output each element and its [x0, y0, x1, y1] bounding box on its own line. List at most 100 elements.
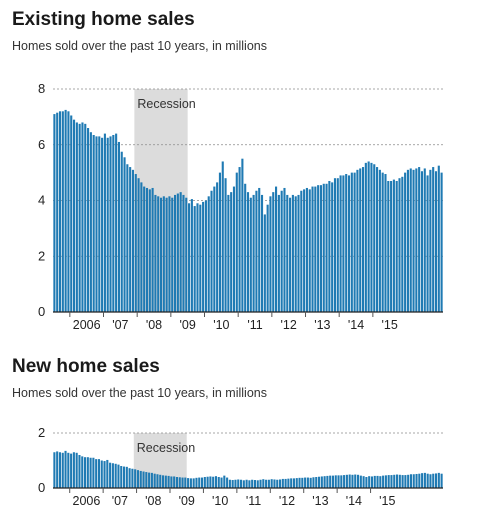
bar: [187, 478, 190, 488]
bar: [207, 196, 210, 312]
bar: [145, 472, 148, 488]
bar: [287, 478, 290, 488]
bar: [173, 476, 176, 488]
bar: [143, 186, 146, 312]
bar: [328, 180, 331, 312]
bar: [393, 474, 396, 488]
bar: [171, 197, 174, 312]
x-tick-label: '09: [180, 318, 196, 332]
bar: [210, 190, 213, 312]
bar: [154, 194, 157, 312]
bar: [370, 476, 374, 488]
bar: [170, 476, 173, 488]
bar: [390, 180, 393, 312]
bar: [56, 451, 59, 488]
existing-home-sales-chart: Existing home sales Homes sold over the …: [12, 9, 445, 332]
x-tick-label: '15: [379, 494, 395, 508]
bar: [354, 474, 357, 488]
x-tick-label: '14: [348, 318, 364, 332]
bar: [136, 470, 140, 488]
bar: [223, 475, 226, 488]
x-tick-label: '09: [179, 494, 195, 508]
bar: [401, 475, 404, 488]
bar: [325, 183, 328, 312]
bar: [415, 168, 418, 312]
bar: [273, 479, 276, 488]
bar: [129, 167, 132, 312]
bar: [140, 182, 143, 312]
x-tick-label: '08: [146, 318, 162, 332]
bar: [295, 478, 298, 488]
bar: [340, 475, 343, 488]
bar: [423, 168, 426, 312]
y-tick-label: 2: [38, 248, 45, 263]
bar: [230, 192, 233, 312]
bar: [276, 479, 279, 488]
bar: [401, 176, 404, 312]
bar: [70, 115, 73, 312]
bar: [178, 477, 181, 488]
bar: [131, 169, 135, 312]
bar: [53, 452, 56, 488]
bar: [106, 459, 109, 488]
bar: [415, 473, 418, 488]
bar: [249, 197, 252, 312]
bar: [255, 190, 258, 312]
bar: [291, 194, 294, 312]
bar: [78, 123, 81, 312]
bar: [418, 167, 421, 312]
bar: [153, 473, 156, 488]
bar: [289, 197, 292, 312]
bar: [290, 478, 293, 488]
bar: [406, 169, 409, 312]
bar: [259, 479, 262, 488]
bar: [190, 199, 193, 312]
bar: [280, 190, 283, 312]
recession-label: Recession: [137, 97, 195, 111]
bar: [426, 473, 429, 488]
bar: [333, 178, 337, 312]
bar: [64, 450, 67, 488]
bar: [181, 477, 184, 488]
bar: [188, 203, 191, 312]
x-tick-label: 2006: [73, 318, 101, 332]
bar: [139, 470, 142, 488]
bar: [145, 187, 149, 312]
bar: [267, 479, 270, 488]
bar: [238, 167, 241, 312]
bar: [244, 183, 247, 312]
bar: [117, 464, 120, 488]
bar: [220, 477, 223, 488]
bar: [156, 474, 159, 488]
x-tick-label: '10: [213, 318, 229, 332]
bar: [192, 478, 195, 488]
bar: [440, 172, 443, 312]
bar: [409, 474, 413, 488]
bar: [311, 186, 314, 312]
bar: [61, 111, 64, 312]
bar: [265, 479, 268, 488]
bar: [67, 452, 70, 488]
bar: [196, 203, 199, 312]
x-tick-label: '11: [246, 494, 261, 508]
bar: [134, 469, 137, 488]
bar: [275, 186, 278, 312]
bar: [165, 197, 168, 312]
y-tick-label: 2: [38, 425, 45, 440]
bar: [176, 193, 179, 312]
bar: [173, 194, 177, 312]
x-tick-label: '10: [212, 494, 228, 508]
bar: [395, 474, 399, 488]
bar: [239, 479, 243, 488]
bar: [67, 111, 70, 312]
bar: [235, 172, 238, 312]
bar: [148, 189, 151, 312]
bar: [86, 457, 89, 488]
bar: [384, 475, 387, 488]
bar: [361, 167, 365, 312]
x-tick-label: '07: [112, 318, 128, 332]
x-tick-label: '12: [279, 494, 295, 508]
bar: [185, 197, 188, 312]
bar: [246, 192, 250, 312]
bar: [323, 476, 326, 488]
